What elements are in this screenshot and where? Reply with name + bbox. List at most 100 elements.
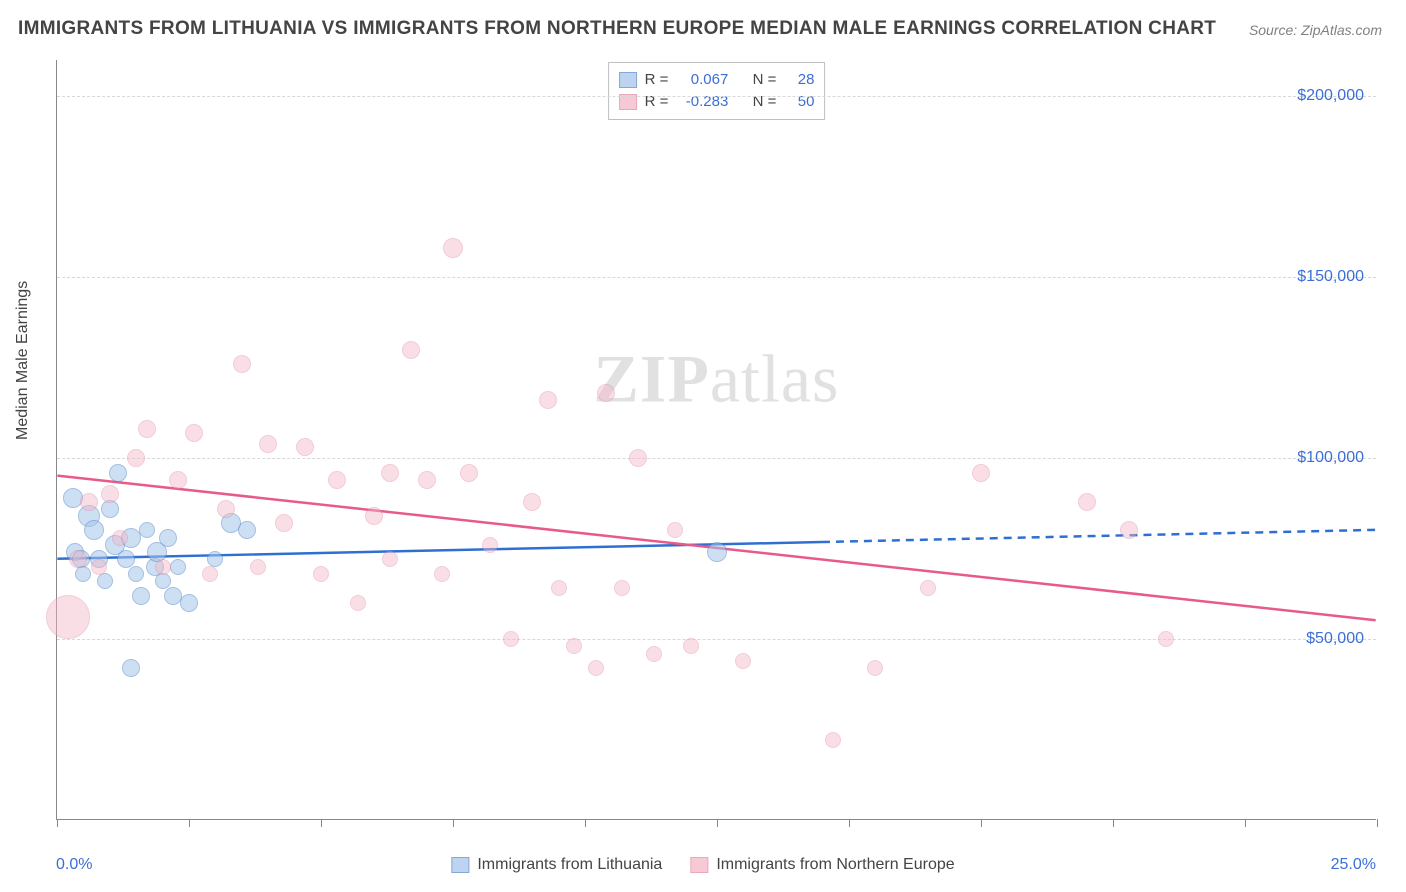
data-point xyxy=(350,595,366,611)
data-point xyxy=(155,559,171,575)
data-point xyxy=(46,595,90,639)
stat-r-label: R = xyxy=(645,91,669,113)
data-point xyxy=(460,464,478,482)
data-point xyxy=(867,660,883,676)
data-point xyxy=(539,391,557,409)
data-point xyxy=(667,522,683,538)
legend-label: Immigrants from Northern Europe xyxy=(716,856,954,874)
data-point xyxy=(138,420,156,438)
legend-label: Immigrants from Lithuania xyxy=(477,856,662,874)
data-point xyxy=(597,384,615,402)
trendline-extrapolated xyxy=(822,530,1376,542)
data-point xyxy=(1158,631,1174,647)
gridline xyxy=(57,277,1376,278)
data-point xyxy=(646,646,662,662)
stats-row: R = 0.067 N = 28 xyxy=(619,69,815,91)
data-point xyxy=(217,500,235,518)
stat-r-value: 0.067 xyxy=(676,69,728,91)
data-point xyxy=(683,638,699,654)
legend-swatch xyxy=(690,857,708,873)
y-tick-label: $100,000 xyxy=(1297,449,1364,467)
legend-item: Immigrants from Lithuania xyxy=(451,856,662,874)
stat-n-value: 50 xyxy=(784,91,814,113)
data-point xyxy=(551,580,567,596)
x-axis-max-label: 25.0% xyxy=(1331,856,1376,874)
x-tick xyxy=(57,819,58,827)
data-point xyxy=(112,530,128,546)
correlation-stats-box: R = 0.067 N = 28 R = -0.283 N = 50 xyxy=(608,62,826,120)
data-point xyxy=(920,580,936,596)
data-point xyxy=(443,238,463,258)
x-tick xyxy=(1113,819,1114,827)
data-point xyxy=(91,559,107,575)
data-point xyxy=(402,341,420,359)
x-tick xyxy=(585,819,586,827)
data-point xyxy=(275,514,293,532)
data-point xyxy=(735,653,751,669)
x-tick xyxy=(981,819,982,827)
data-point xyxy=(84,520,104,540)
source-attribution: Source: ZipAtlas.com xyxy=(1249,22,1382,38)
chart-plot-area: ZIPatlas R = 0.067 N = 28 R = -0.283 N = 50 $… xyxy=(56,60,1376,820)
data-point xyxy=(170,559,186,575)
data-point xyxy=(503,631,519,647)
stat-n-label: N = xyxy=(753,69,777,91)
y-tick-label: $50,000 xyxy=(1306,630,1364,648)
x-tick xyxy=(1377,819,1378,827)
bottom-legend: Immigrants from Lithuania Immigrants from… xyxy=(451,856,954,874)
data-point xyxy=(139,522,155,538)
data-point xyxy=(629,449,647,467)
data-point xyxy=(132,587,150,605)
data-point xyxy=(128,566,144,582)
chart-title: IMMIGRANTS FROM LITHUANIA VS IMMIGRANTS … xyxy=(18,18,1216,40)
stats-row: R = -0.283 N = 50 xyxy=(619,91,815,113)
data-point xyxy=(566,638,582,654)
y-tick-label: $200,000 xyxy=(1297,87,1364,105)
x-tick xyxy=(321,819,322,827)
data-point xyxy=(180,594,198,612)
stat-n-value: 28 xyxy=(784,69,814,91)
legend-swatch xyxy=(619,72,637,88)
legend-swatch xyxy=(451,857,469,873)
stat-r-label: R = xyxy=(645,69,669,91)
stat-r-value: -0.283 xyxy=(676,91,728,113)
data-point xyxy=(825,732,841,748)
data-point xyxy=(238,521,256,539)
data-point xyxy=(482,537,498,553)
data-point xyxy=(296,438,314,456)
data-point xyxy=(381,464,399,482)
data-point xyxy=(614,580,630,596)
data-point xyxy=(365,507,383,525)
data-point xyxy=(97,573,113,589)
data-point xyxy=(109,464,127,482)
data-point xyxy=(418,471,436,489)
data-point xyxy=(185,424,203,442)
data-point xyxy=(972,464,990,482)
data-point xyxy=(523,493,541,511)
data-point xyxy=(1078,493,1096,511)
data-point xyxy=(382,551,398,567)
data-point xyxy=(202,566,218,582)
watermark: ZIPatlas xyxy=(594,339,840,418)
gridline xyxy=(57,639,1376,640)
data-point xyxy=(159,529,177,547)
stat-n-label: N = xyxy=(753,91,777,113)
trendlines-layer xyxy=(57,60,1376,819)
data-point xyxy=(434,566,450,582)
x-tick xyxy=(189,819,190,827)
x-axis-min-label: 0.0% xyxy=(56,856,92,874)
data-point xyxy=(101,485,119,503)
data-point xyxy=(80,493,98,511)
x-tick xyxy=(453,819,454,827)
x-tick xyxy=(717,819,718,827)
data-point xyxy=(328,471,346,489)
data-point xyxy=(69,550,87,568)
data-point xyxy=(259,435,277,453)
data-point xyxy=(233,355,251,373)
data-point xyxy=(313,566,329,582)
data-point xyxy=(127,449,145,467)
x-tick xyxy=(849,819,850,827)
x-tick xyxy=(1245,819,1246,827)
data-point xyxy=(1120,521,1138,539)
y-tick-label: $150,000 xyxy=(1297,268,1364,286)
